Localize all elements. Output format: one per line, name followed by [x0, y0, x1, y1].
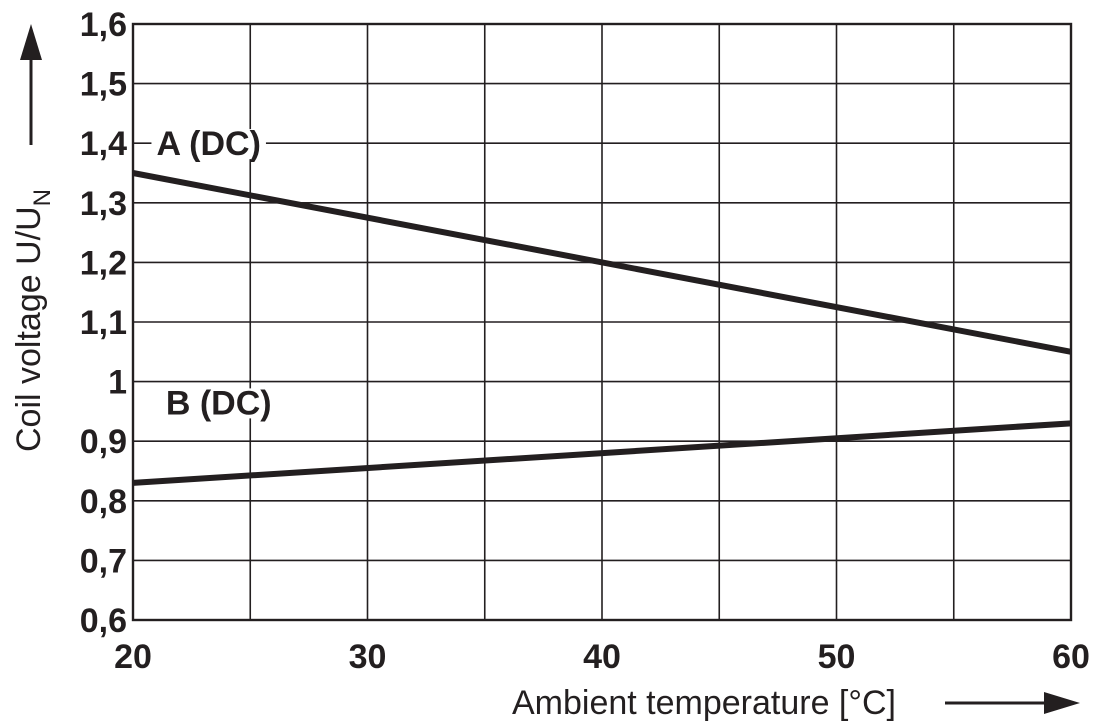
grid	[131, 22, 1073, 622]
x-tick-label: 40	[583, 638, 621, 676]
x-tick-label: 50	[818, 638, 856, 676]
y-tick-label: 0,6	[80, 602, 127, 640]
y-tick-label: 0,9	[80, 423, 127, 461]
series-line-a	[132, 170, 1072, 355]
y-tick-label: 1,6	[80, 6, 127, 44]
x-axis-arrow-icon	[945, 692, 1080, 714]
y-tick-label: 1,2	[80, 244, 127, 282]
x-tick-label: 60	[1052, 638, 1090, 676]
series-label-background	[151, 129, 266, 160]
series-label-b: B (DC)	[166, 384, 272, 422]
x-tick-label: 30	[349, 638, 387, 676]
x-axis-label: Ambient temperature [°C]	[512, 684, 896, 722]
y-axis-label: Coil voltage U/U	[10, 206, 48, 452]
x-tick-label: 20	[114, 638, 152, 676]
series-line-b	[132, 420, 1072, 486]
y-tick-label: 0,7	[80, 542, 127, 580]
series-lines	[132, 170, 1072, 486]
x-tick-labels: 20 30 40 50 60	[114, 638, 1090, 676]
y-tick-labels: 0,6 0,7 0,8 0,9 1 1,1 1,2 1,3 1,4 1,5 1,6	[80, 6, 127, 640]
y-axis-label-group: Coil voltage U/UN	[10, 189, 56, 452]
y-tick-label: 1,4	[80, 125, 127, 163]
y-tick-label: 0,8	[80, 483, 127, 521]
y-tick-label: 1,3	[80, 185, 127, 223]
series-label-background	[160, 388, 277, 419]
series-label-backgrounds	[151, 129, 277, 419]
y-tick-label: 1,5	[80, 66, 127, 104]
svg-text:Coil voltage U/UN: Coil voltage U/UN	[10, 189, 56, 452]
y-tick-label: 1	[108, 364, 127, 402]
plot-frame	[131, 22, 1073, 622]
y-axis-label-subscript: N	[29, 189, 56, 206]
y-tick-label: 1,1	[80, 304, 127, 342]
series-label-a: A (DC)	[156, 125, 261, 163]
y-axis-arrow-icon	[20, 24, 42, 145]
